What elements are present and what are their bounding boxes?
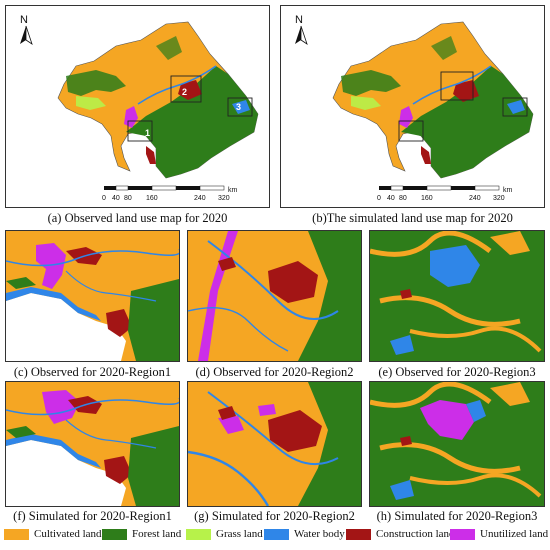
legend-item-construction: Construction land: [346, 528, 455, 540]
scale-unit: km: [503, 187, 513, 194]
region-1-box: [398, 120, 424, 142]
province-shape: [57, 21, 259, 179]
legend-label: Water body: [294, 528, 345, 540]
scale-tick: 160: [146, 195, 158, 202]
caption-c: (c) Observed for 2020-Region1: [13, 365, 172, 379]
legend-label: Cultivated land: [34, 528, 102, 540]
scale-tick: 240: [194, 195, 206, 202]
legend-label: Construction land: [376, 528, 455, 540]
region2-observed-map: [187, 230, 362, 362]
north-label: N: [20, 14, 28, 26]
overview-map-simulated: N 0 40 80 160 240 320: [280, 5, 545, 208]
caption-h: (h) Simulated for 2020-Region3: [376, 509, 538, 523]
scale-bar: 0 40 80 160 240 320 km: [102, 185, 238, 202]
legend-item-water: Water body: [264, 528, 345, 540]
caption-f: (f) Simulated for 2020-Region1: [13, 509, 172, 523]
map-legend: Cultivated land Forest land Grass land W…: [0, 526, 550, 544]
caption-d: (d) Observed for 2020-Region2: [195, 365, 354, 379]
region-2-box: [440, 71, 474, 101]
province-shape: [332, 21, 534, 179]
north-arrow-icon: [295, 25, 308, 45]
region2-simulated-map: [187, 381, 362, 507]
legend-item-cultivated: Cultivated land: [4, 528, 102, 540]
legend-item-forest: Forest land: [102, 528, 181, 540]
legend-label: Forest land: [132, 528, 182, 540]
scale-tick: 80: [124, 195, 132, 202]
region3-simulated-map: [369, 381, 545, 507]
scale-tick: 160: [421, 195, 433, 202]
legend-swatch: [186, 528, 211, 540]
legend-item-grass: Grass land: [186, 528, 263, 540]
legend-swatch: [346, 528, 371, 540]
legend-swatch: [102, 528, 127, 540]
north-arrow-icon: [20, 25, 33, 45]
legend-swatch: [4, 528, 29, 540]
scale-unit: km: [228, 187, 238, 194]
scale-tick: 80: [399, 195, 407, 202]
scale-tick: 240: [469, 195, 481, 202]
region-3-box: [502, 97, 528, 117]
north-label: N: [295, 14, 303, 26]
scale-tick: 40: [387, 195, 395, 202]
scale-bar: 0 40 80 160 240 320 km: [377, 185, 513, 202]
scale-tick: 0: [102, 195, 106, 202]
region-1-box: [127, 120, 153, 142]
caption-b: (b)The simulated land use map for 2020: [312, 211, 513, 225]
region-1-label: 1: [145, 128, 150, 138]
region-3-box: [227, 97, 253, 117]
caption-g: (g) Simulated for 2020-Region2: [194, 509, 355, 523]
region-2-label: 2: [182, 87, 187, 97]
region3-observed-map: [369, 230, 545, 362]
legend-label: Unutilized land: [480, 528, 549, 540]
scale-tick: 320: [493, 195, 505, 202]
region-2-box: [170, 75, 202, 103]
legend-swatch: [450, 528, 475, 540]
caption-e: (e) Observed for 2020-Region3: [378, 365, 536, 379]
legend-item-unutilized: Unutilized land: [450, 528, 548, 540]
region1-simulated-map: [5, 381, 180, 507]
caption-a: (a) Observed land use map for 2020: [47, 211, 228, 225]
scale-tick: 40: [112, 195, 120, 202]
scale-tick: 0: [377, 195, 381, 202]
legend-label: Grass land: [216, 528, 263, 540]
scale-tick: 320: [218, 195, 230, 202]
region-3-label: 3: [236, 102, 241, 112]
overview-map-observed: N 1 2 3 0 40: [5, 5, 270, 208]
region1-observed-map: [5, 230, 180, 362]
legend-swatch: [264, 528, 289, 540]
